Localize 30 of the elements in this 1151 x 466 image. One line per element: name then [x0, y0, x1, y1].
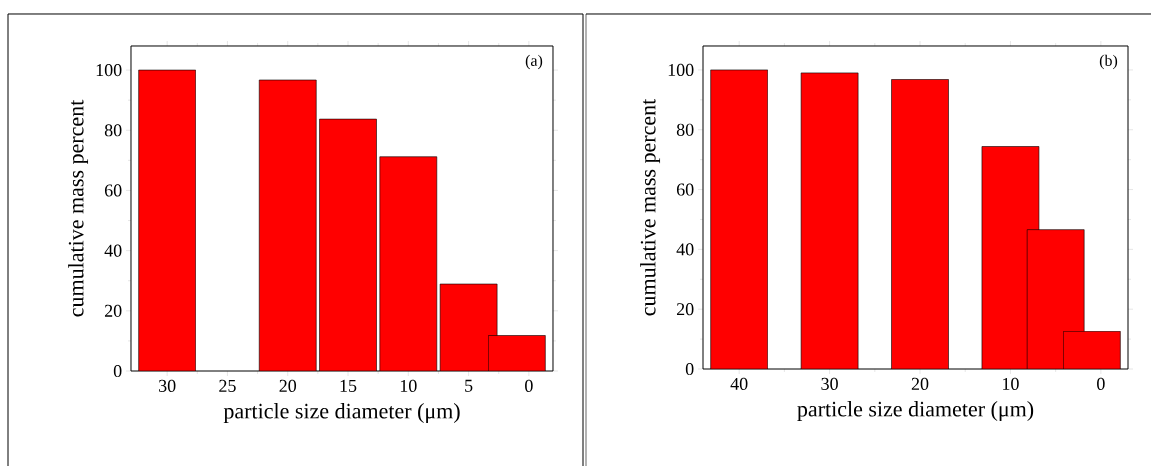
- x-tick-label: 15: [340, 379, 357, 392]
- annotation: (b): [1099, 54, 1118, 70]
- x-axis-title: particle size diameter (μm): [797, 401, 1034, 422]
- x-tick-label: 30: [821, 377, 838, 390]
- x-tick-label: 5: [465, 379, 473, 392]
- x-tick-label: 25: [219, 379, 236, 392]
- y-tick-label: 100: [668, 63, 694, 76]
- y-axis-title: cumulative mass percent: [640, 98, 661, 316]
- y-tick-label: 0: [113, 364, 122, 378]
- x-axis-title: particle size diameter (μm): [223, 403, 460, 424]
- y-tick-label: 40: [676, 243, 694, 256]
- y-tick-label: 80: [676, 123, 694, 136]
- y-tick-label: 100: [96, 64, 122, 77]
- x-tick-label: 10: [400, 379, 417, 392]
- y-tick-label: 80: [104, 124, 122, 137]
- x-tick-label: 10: [1003, 377, 1019, 390]
- y-tick-label: 20: [104, 304, 122, 317]
- y-axis-title: cumulative mass percent: [68, 99, 89, 317]
- x-tick-label: 0: [525, 379, 533, 392]
- y-tick-label: 40: [104, 244, 122, 257]
- annotation: (a): [525, 54, 543, 70]
- y-tick-label: 60: [676, 183, 694, 196]
- y-tick-label: 60: [104, 184, 122, 197]
- x-tick-label: 20: [911, 377, 929, 390]
- x-tick-label: 40: [730, 377, 748, 390]
- x-tick-label: 30: [159, 379, 176, 392]
- x-tick-label: 0: [1097, 377, 1105, 390]
- y-tick-label: 20: [676, 303, 694, 316]
- y-tick-label: 0: [685, 362, 694, 376]
- x-tick-label: 20: [279, 379, 297, 392]
